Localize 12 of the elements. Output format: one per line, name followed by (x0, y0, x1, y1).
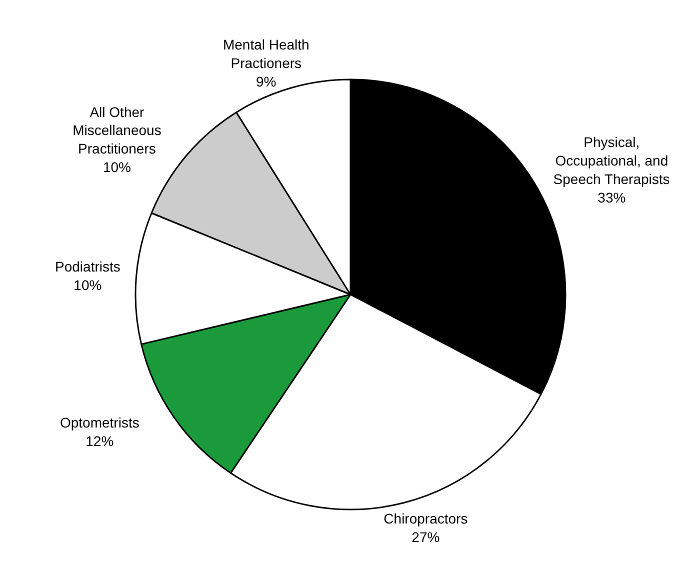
data-label: 9% (256, 73, 276, 90)
slice-label: Podiatrists (55, 258, 120, 275)
slice-label: Physical, Occupational, and Speech Therapists (553, 134, 670, 187)
data-label: 10% (74, 276, 102, 293)
data-label: 27% (412, 529, 440, 546)
data-label: 12% (86, 432, 114, 449)
slice-label: Mental Health Practioners (222, 36, 310, 72)
slice-label: Optometrists (60, 414, 140, 431)
slice-label: Chiropractors (384, 510, 468, 527)
slice-label: All Other Miscellaneous Practitioners (72, 104, 162, 157)
data-label: 33% (598, 189, 626, 206)
data-label: 10% (102, 159, 131, 175)
